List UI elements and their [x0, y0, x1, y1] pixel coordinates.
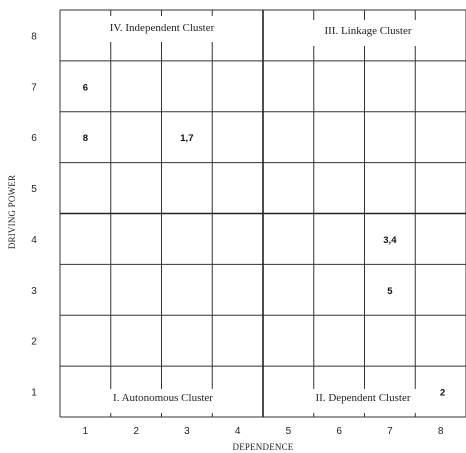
- y-tick-label: 6: [31, 133, 37, 144]
- cluster-label-linkage: III. Linkage Cluster: [324, 25, 411, 37]
- cluster-label-bg: [62, 389, 261, 413]
- point-labels: 6 8 1,7 3,4 5 2: [83, 82, 446, 398]
- point-label: 3,4: [383, 235, 397, 246]
- y-tick-label: 1: [31, 388, 37, 399]
- x-tick-label: 8: [438, 426, 444, 437]
- point-label: 8: [83, 133, 88, 144]
- x-tick-label: 7: [387, 426, 393, 437]
- y-tick-label: 5: [31, 184, 37, 195]
- x-tick-label: 4: [235, 426, 241, 437]
- y-tick-label: 7: [31, 82, 37, 93]
- x-tick-label: 3: [184, 426, 190, 437]
- cluster-label-dependent: II. Dependent Cluster: [316, 392, 411, 404]
- cluster-label-bg: [62, 16, 261, 42]
- cluster-label-bg: [265, 20, 464, 46]
- y-tick-label: 4: [31, 235, 37, 246]
- y-tick-label: 3: [31, 286, 37, 297]
- x-axis-ticks: 1 2 3 4 5 6 7 8: [83, 426, 444, 437]
- y-axis-title: DRIVING POWER: [7, 175, 17, 249]
- point-label: 5: [387, 286, 393, 297]
- quadrant-dividers: [60, 10, 466, 417]
- cluster-label-independent: IV. Independent Cluster: [110, 22, 215, 34]
- x-tick-label: 2: [133, 426, 139, 437]
- point-label: 6: [83, 82, 88, 93]
- point-label: 1,7: [180, 133, 193, 144]
- x-tick-label: 6: [336, 426, 342, 437]
- y-tick-label: 2: [31, 337, 37, 348]
- x-axis-title: DEPENDENCE: [233, 442, 294, 452]
- y-tick-label: 8: [31, 31, 37, 42]
- point-label: 2: [440, 388, 445, 399]
- x-tick-label: 5: [286, 426, 292, 437]
- cluster-label-autonomous: I. Autonomous Cluster: [113, 392, 213, 404]
- x-tick-label: 1: [83, 426, 89, 437]
- cluster-label-bg: [265, 389, 446, 413]
- y-axis-ticks: 1 2 3 4 5 6 7 8: [31, 31, 37, 398]
